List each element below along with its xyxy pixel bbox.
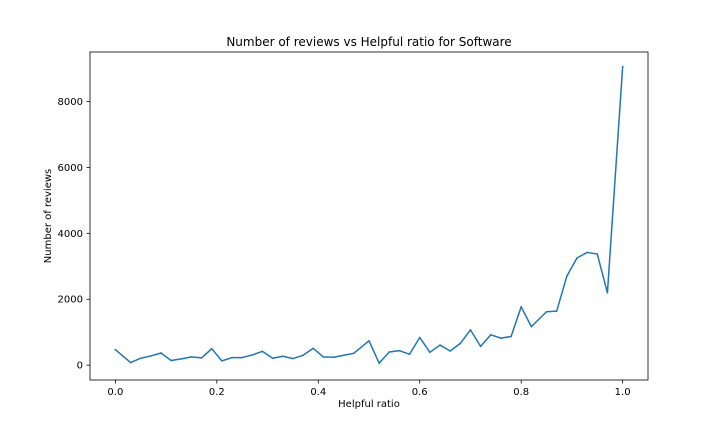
x-tick-label: 0.0: [107, 387, 123, 398]
x-tick-label: 0.2: [209, 387, 225, 398]
data-point: [251, 354, 254, 356]
data-point: [114, 348, 117, 351]
data-point: [180, 358, 183, 360]
data-point: [439, 344, 441, 346]
y-tick-label: 6000: [58, 163, 83, 174]
data-point: [312, 347, 315, 350]
data-point: [231, 356, 233, 359]
data-point: [281, 355, 284, 358]
data-point: [545, 310, 548, 313]
data-point: [469, 329, 472, 331]
data-point: [139, 357, 142, 360]
x-tick-label: 0.8: [513, 387, 529, 398]
data-point: [606, 291, 609, 294]
data-point: [596, 253, 599, 255]
plot-area: 0.0 0.2 0.4 0.6 0.8 1.0 0 2000 4000 6000 8000: [58, 51, 649, 398]
x-axis-title: Helpful ratio: [338, 399, 400, 410]
y-tick-label: 8000: [58, 97, 83, 108]
data-point: [210, 347, 213, 350]
data-point: [292, 357, 294, 360]
data-point: [388, 351, 391, 353]
data-point: [221, 360, 223, 362]
data-point: [576, 257, 578, 259]
data-point: [368, 339, 370, 342]
data-point: [418, 336, 421, 339]
data-point: [342, 354, 345, 357]
data-point: [170, 359, 172, 362]
data-point: [510, 335, 512, 338]
data-point: [449, 350, 451, 352]
x-tick-label: 0.4: [310, 387, 326, 398]
data-point: [332, 356, 335, 359]
data-point: [566, 275, 568, 277]
data-point: [586, 251, 588, 254]
data-point: [190, 356, 193, 358]
data-point: [241, 356, 243, 359]
data-point: [129, 361, 132, 364]
data-point: [520, 306, 522, 308]
y-tick-label: 2000: [58, 295, 83, 306]
data-point: [352, 352, 355, 355]
data-point: [479, 345, 482, 348]
y-axis-title: Number of reviews: [43, 169, 54, 263]
x-tick-label: 1.0: [615, 387, 631, 398]
chart-title: Number of reviews vs Helpful ratio for S…: [226, 35, 511, 49]
data-point: [261, 350, 264, 353]
data-point: [459, 342, 462, 345]
data-point: [429, 351, 431, 354]
data-point: [500, 337, 502, 339]
data-point: [408, 353, 411, 356]
data-point: [555, 310, 558, 312]
data-point: [530, 325, 533, 328]
x-tick-label: 0.6: [412, 387, 428, 398]
data-point: [302, 354, 304, 357]
data-point: [160, 352, 162, 354]
y-tick-label: 4000: [58, 229, 83, 240]
data-point: [398, 349, 401, 352]
plot-frame: [89, 51, 649, 381]
data-point: [378, 362, 380, 364]
y-tick-label: 0: [77, 361, 83, 372]
data-point: [150, 355, 152, 357]
data-point: [489, 334, 492, 336]
data-point: [200, 357, 203, 359]
data-point: [621, 66, 624, 68]
data-point: [322, 356, 325, 358]
data-point: [271, 357, 274, 360]
